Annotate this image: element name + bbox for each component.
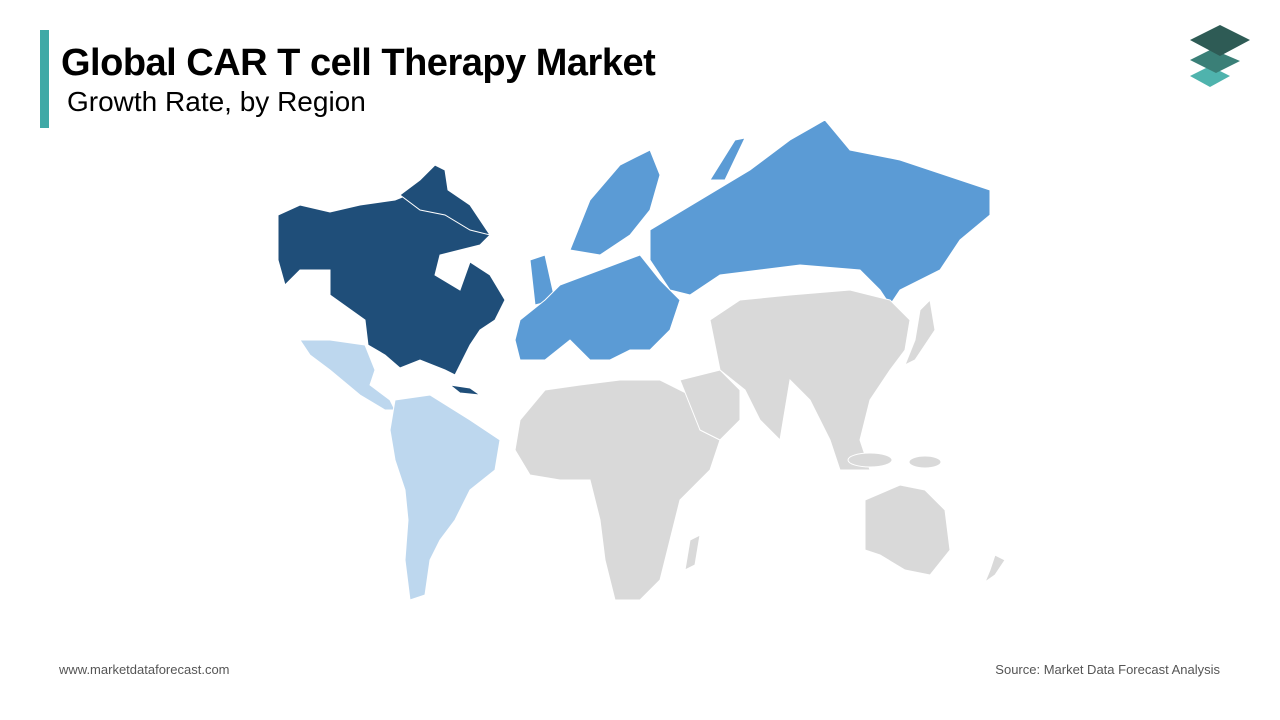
russia — [649, 119, 991, 306]
new-zealand — [983, 554, 1006, 584]
japan — [904, 298, 936, 367]
central-america — [299, 339, 396, 411]
website: www.marketdataforecast.com — [59, 662, 230, 677]
logo — [1190, 25, 1250, 87]
madagascar — [684, 534, 701, 571]
scandinavia — [569, 149, 661, 256]
asia — [709, 289, 911, 471]
novaya-zemlya — [709, 137, 746, 181]
arctic-islands — [399, 164, 492, 236]
africa — [514, 379, 721, 601]
new-guinea — [908, 455, 942, 469]
title: Global CAR T cell Therapy Market — [61, 42, 656, 84]
accent-bar — [40, 30, 49, 128]
south-america — [389, 394, 501, 601]
source: Source: Market Data Forecast Analysis — [995, 662, 1220, 677]
indonesia — [847, 452, 893, 468]
australia — [864, 484, 951, 576]
caribbean — [448, 384, 482, 396]
europe — [514, 254, 681, 361]
subtitle: Growth Rate, by Region — [67, 86, 366, 117]
